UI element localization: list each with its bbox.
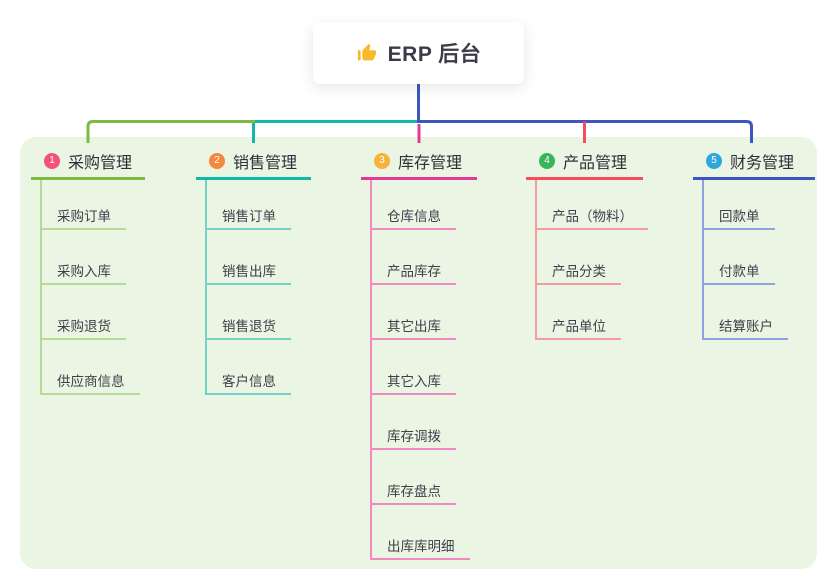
branch-item[interactable]: 供应商信息 xyxy=(40,371,140,395)
branch-title: 库存管理 xyxy=(398,154,463,172)
branch-产品管理: 4 产品管理 产品（物料） 产品分类产品单位 xyxy=(526,146,648,340)
branch-title: 产品管理 xyxy=(563,154,628,172)
branch-item[interactable]: 产品（物料） xyxy=(535,206,648,230)
branch-item[interactable]: 采购入库 xyxy=(40,261,126,285)
branch-connector-line xyxy=(702,180,704,340)
branch-财务管理: 5 财务管理 回款单付款单结算账户 xyxy=(693,146,815,340)
branch-item[interactable]: 回款单 xyxy=(702,206,775,230)
branch-title: 销售管理 xyxy=(233,154,298,172)
branch-item[interactable]: 客户信息 xyxy=(205,371,291,395)
branch-item[interactable]: 库存调拨 xyxy=(370,426,456,450)
branch-title: 财务管理 xyxy=(730,154,795,172)
root-title: ERP 后台 xyxy=(387,43,482,66)
branch-库存管理: 3 库存管理 仓库信息产品库存其它出库其它入库库存调拨库存盘点出库库明细 xyxy=(361,146,477,560)
branch-connector-line xyxy=(370,180,372,560)
branch-采购管理: 1 采购管理 采购订单采购入库采购退货供应商信息 xyxy=(31,146,145,395)
branch-connector-line xyxy=(40,180,42,395)
branch-number-badge: 2 xyxy=(209,152,225,169)
branch-item[interactable]: 产品单位 xyxy=(535,316,621,340)
branch-item[interactable]: 仓库信息 xyxy=(370,206,456,230)
branch-number-badge: 3 xyxy=(374,152,390,169)
branch-item[interactable]: 产品库存 xyxy=(370,261,456,285)
branch-connector-line xyxy=(205,180,207,395)
branch-number-badge: 5 xyxy=(706,152,722,169)
branch-item[interactable]: 采购退货 xyxy=(40,316,126,340)
branch-item[interactable]: 其它出库 xyxy=(370,316,456,340)
branch-item[interactable]: 出库库明细 xyxy=(370,536,470,560)
branch-connector-line xyxy=(535,180,537,340)
branch-item[interactable]: 销售出库 xyxy=(205,261,291,285)
branch-item[interactable]: 销售订单 xyxy=(205,206,291,230)
branch-item[interactable]: 其它入库 xyxy=(370,371,456,395)
connector-root-to-branch5 xyxy=(417,84,753,143)
branch-item[interactable]: 库存盘点 xyxy=(370,481,456,505)
branch-item[interactable]: 付款单 xyxy=(702,261,775,285)
branch-item[interactable]: 结算账户 xyxy=(702,316,788,340)
branch-header[interactable]: 3 库存管理 xyxy=(361,146,477,180)
branch-item[interactable]: 销售退货 xyxy=(205,316,291,340)
branch-销售管理: 2 销售管理 销售订单销售出库销售退货客户信息 xyxy=(196,146,311,395)
branch-item[interactable]: 采购订单 xyxy=(40,206,126,230)
branch-title: 采购管理 xyxy=(68,154,133,172)
root-node[interactable]: ERP 后台 xyxy=(313,22,524,84)
branch-number-badge: 1 xyxy=(44,152,60,169)
branch-header[interactable]: 2 销售管理 xyxy=(196,146,311,180)
thumbs-up-icon xyxy=(357,43,376,61)
branch-item[interactable]: 产品分类 xyxy=(535,261,621,285)
branch-header[interactable]: 1 采购管理 xyxy=(31,146,145,180)
branch-number-badge: 4 xyxy=(539,152,555,169)
branch-header[interactable]: 4 产品管理 xyxy=(526,146,643,180)
branch-header[interactable]: 5 财务管理 xyxy=(693,146,815,180)
mindmap-panel xyxy=(20,137,817,569)
